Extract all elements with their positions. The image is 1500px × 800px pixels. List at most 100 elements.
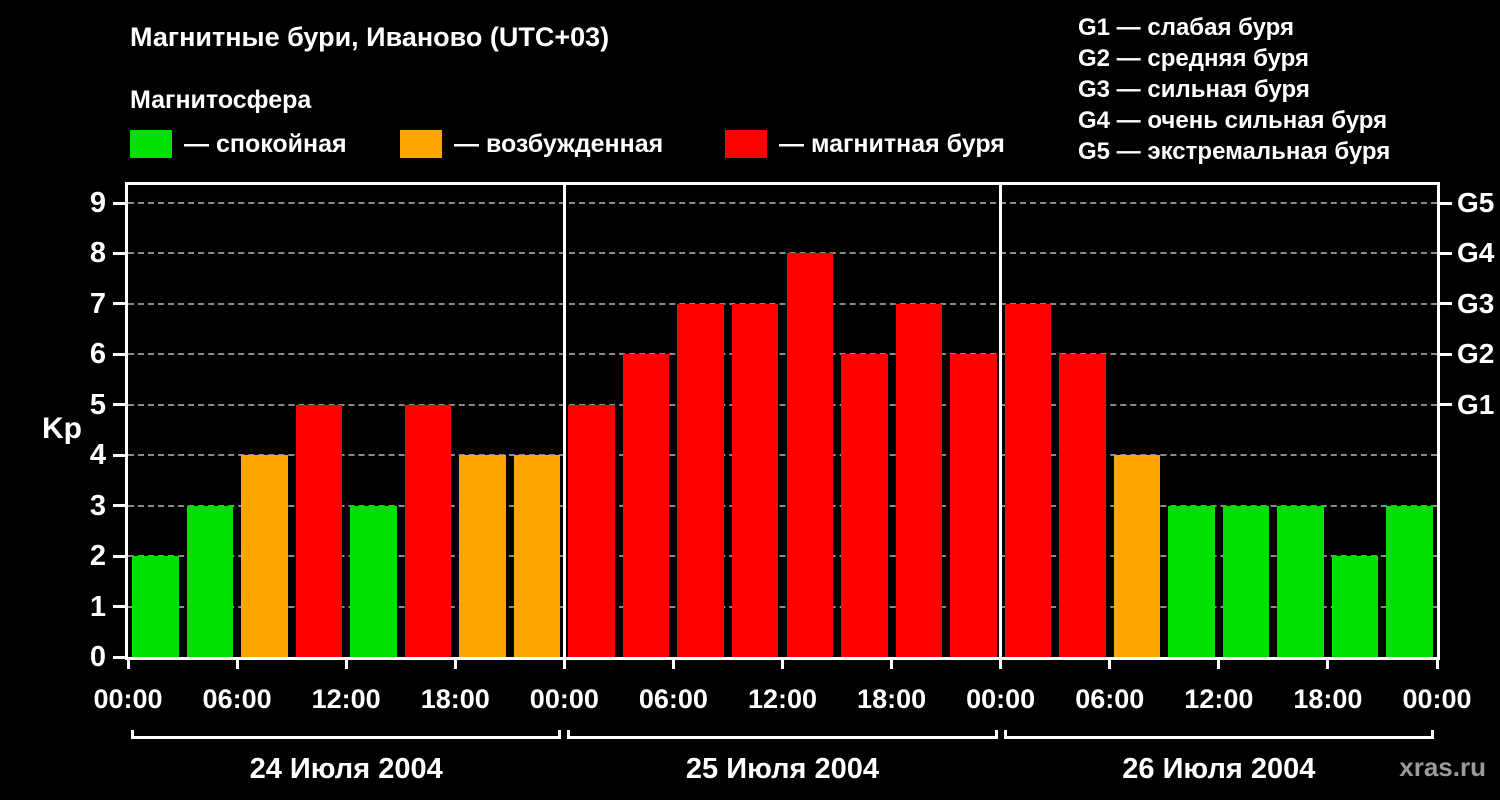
x-axis-time-label: 12:00: [747, 684, 818, 714]
x-axis-time-label: 18:00: [857, 684, 927, 714]
x-axis-time-label: 12:00: [311, 684, 381, 714]
chart-title: Магнитные бури, Иваново (UTC+03): [130, 22, 610, 52]
kp-bar: [132, 556, 179, 657]
x-axis-time-label: 00:00: [966, 684, 1036, 714]
x-axis-time-label: 18:00: [420, 684, 490, 714]
gridline-kp-7: [128, 302, 1437, 305]
y-axis-tick-label: 3: [89, 489, 106, 522]
storm-scale-line-4: G4 — очень сильная буря: [1078, 107, 1388, 134]
x-axis-tick: [1108, 660, 1112, 669]
day-date-label: 25 Июля 2004: [685, 753, 880, 785]
g-axis-tick-label: G3: [1457, 287, 1495, 319]
day-bracket: [131, 730, 562, 739]
g-axis-tick-label: G1: [1457, 388, 1495, 420]
y-axis-tick: [113, 504, 125, 508]
y-axis-tick-label: 4: [89, 439, 106, 472]
kp-bar: [1168, 505, 1215, 657]
y-axis-tick-label: 5: [89, 388, 106, 421]
g-axis-tick: [1440, 352, 1452, 356]
legend-item-storm: — магнитная буря: [725, 128, 1005, 160]
x-axis-tick: [235, 660, 239, 669]
plot-area: [125, 182, 1440, 660]
x-axis-tick: [453, 660, 457, 669]
g-axis-tick-label: G5: [1457, 187, 1495, 218]
legend-label-quiet: — спокойная: [184, 129, 347, 158]
x-axis-time-label: 18:00: [1293, 684, 1363, 714]
x-axis-tick: [344, 660, 348, 669]
x-axis-tick: [1435, 660, 1439, 669]
legend-item-quiet: — спокойная: [130, 128, 347, 160]
kp-bar: [841, 354, 888, 657]
y-axis-tick-label: 9: [89, 187, 106, 219]
g-axis-tick: [1440, 251, 1452, 255]
g-axis-tick: [1440, 201, 1452, 205]
x-axis-tick: [999, 660, 1003, 669]
day-date-label: 24 Июля 2004: [249, 753, 443, 785]
kp-bar: [622, 354, 670, 657]
kp-bar: [895, 303, 943, 657]
y-axis-tick-label: 8: [89, 237, 106, 270]
kp-bar: [186, 505, 234, 657]
day-bracket-cap: [1003, 730, 1007, 739]
y-axis-tick: [113, 302, 125, 306]
gridline-kp-2: [128, 555, 1437, 558]
day-bracket-cap: [567, 730, 571, 739]
kp-bar: [513, 455, 561, 657]
kp-bar: [1059, 354, 1106, 657]
day-bracket-cap: [558, 730, 562, 739]
x-axis-time-label: 00:00: [1402, 684, 1472, 714]
y-axis-tick: [113, 201, 125, 205]
x-axis-tick: [781, 660, 784, 669]
day-bracket: [567, 730, 998, 739]
x-axis-time-label: 06:00: [202, 684, 272, 714]
x-axis-tick: [126, 660, 130, 669]
kp-bar: [295, 404, 343, 657]
x-axis-tick: [890, 660, 894, 669]
y-axis-tick-label: 2: [89, 540, 106, 573]
day-separator: [562, 185, 566, 657]
x-axis-tick: [671, 660, 675, 669]
storm-scale-line-1: G1 — слабая буря: [1078, 14, 1295, 41]
legend-swatch-storm: [725, 130, 767, 158]
kp-bar: [1004, 303, 1052, 657]
gridline-kp-3: [128, 504, 1437, 507]
kp-bar: [350, 505, 397, 657]
kp-bar: [786, 253, 834, 657]
gridline-kp-1: [128, 605, 1437, 608]
y-axis-tick: [113, 453, 125, 457]
kp-bar: [568, 404, 615, 657]
x-axis-time-label: 00:00: [93, 684, 163, 714]
kp-bar: [1113, 455, 1161, 657]
gridline-kp-9: [128, 202, 1437, 204]
gridline-kp-6: [128, 353, 1437, 356]
kp-bar: [1386, 505, 1433, 657]
legend-label-excited: — возбужденная: [454, 129, 664, 158]
g-axis-tick-label: G2: [1457, 338, 1495, 370]
kp-bar: [241, 455, 288, 657]
y-axis-tick: [113, 251, 125, 255]
magnetosphere-label: Магнитосфера: [130, 86, 312, 114]
x-axis-time-label: 00:00: [529, 684, 599, 714]
y-axis-tick-label: 6: [89, 338, 106, 371]
gridline-kp-8: [128, 252, 1437, 255]
x-axis-tick: [562, 660, 566, 669]
x-axis-time-label: 06:00: [638, 684, 708, 714]
legend-label-storm: — магнитная буря: [779, 129, 1005, 158]
x-axis-time-label: 12:00: [1184, 684, 1254, 714]
gridline-kp-4: [128, 454, 1437, 457]
y-axis-label: Kp: [42, 412, 82, 445]
x-axis-tick: [1326, 660, 1330, 669]
y-axis-tick-label: 0: [89, 641, 106, 673]
y-axis-tick-label: 7: [89, 287, 106, 320]
watermark: xras.ru: [1399, 752, 1486, 782]
day-date-label: 26 Июля 2004: [1122, 753, 1316, 785]
legend-swatch-excited: [400, 130, 442, 158]
legend-swatch-quiet: [130, 130, 172, 158]
kp-bar: [404, 404, 452, 657]
x-axis-time-label: 06:00: [1075, 684, 1145, 714]
y-axis-tick: [113, 605, 125, 609]
kp-bar: [459, 455, 506, 657]
y-axis-tick: [113, 352, 125, 356]
gridline-kp-5: [128, 403, 1437, 406]
x-axis-tick: [1217, 660, 1221, 669]
